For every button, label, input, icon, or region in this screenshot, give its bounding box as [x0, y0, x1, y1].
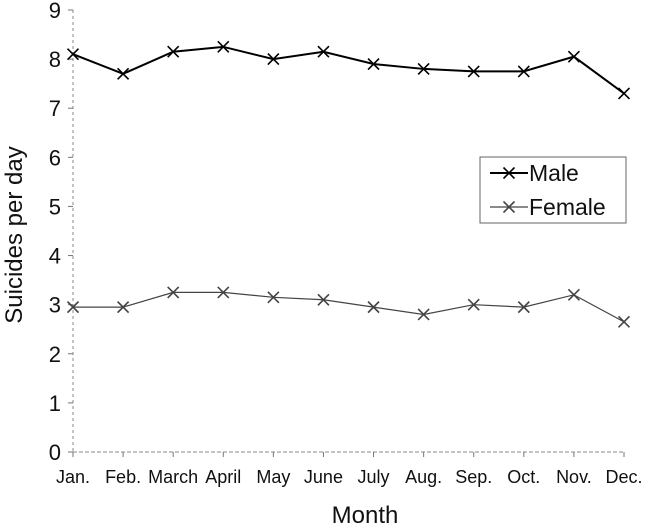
series-layer	[66, 40, 631, 328]
data-point-male	[66, 48, 80, 61]
data-point-female	[617, 315, 631, 328]
data-point-female	[267, 291, 280, 304]
data-point-female	[567, 288, 580, 301]
x-tick-label: Dec.	[605, 467, 642, 487]
x-tick-label: May	[256, 467, 290, 487]
x-tick-label: Oct.	[507, 467, 540, 487]
data-point-male	[467, 65, 480, 78]
y-tick-label: 9	[49, 0, 61, 23]
data-point-female	[517, 301, 530, 314]
y-tick-label: 0	[49, 440, 61, 465]
series-line-male	[72, 45, 625, 95]
data-point-female	[167, 286, 180, 299]
x-tick-label: Feb.	[105, 467, 141, 487]
data-point-male	[117, 67, 130, 80]
data-point-male	[517, 65, 530, 78]
y-tick-label: 6	[49, 145, 61, 170]
x-tick-label: June	[304, 467, 343, 487]
data-point-female	[117, 301, 130, 314]
data-point-male	[617, 87, 631, 100]
data-point-male	[167, 45, 180, 58]
x-tick-label: Nov.	[556, 467, 592, 487]
y-tick-label: 1	[49, 391, 61, 416]
data-point-male	[417, 62, 430, 75]
data-point-female	[467, 298, 480, 311]
data-point-female	[317, 293, 330, 306]
data-point-male	[367, 57, 380, 71]
data-point-male	[317, 45, 330, 58]
data-point-female	[367, 301, 380, 314]
legend-label: Female	[529, 194, 606, 220]
data-point-female	[417, 308, 430, 321]
y-tick-label: 5	[49, 194, 61, 219]
y-tick-label: 7	[49, 96, 61, 121]
data-point-male	[217, 40, 230, 53]
x-tick-label: March	[148, 467, 198, 487]
y-tick-label: 8	[49, 47, 61, 72]
y-tick-label: 4	[49, 244, 61, 269]
x-tick-label: Sep.	[455, 467, 492, 487]
x-tick-label: April	[205, 467, 241, 487]
series-line-female	[73, 291, 625, 323]
data-point-male	[567, 50, 580, 63]
y-axis-label: Suicides per day	[1, 146, 28, 323]
x-tick-label: Aug.	[405, 467, 442, 487]
y-tick-label: 2	[49, 342, 61, 367]
legend: Male Female	[479, 156, 627, 224]
y-tick-label: 3	[49, 293, 61, 318]
data-point-female	[217, 286, 230, 299]
x-tick-label: July	[358, 467, 390, 487]
data-point-male	[267, 53, 280, 66]
x-tick-label: Jan.	[56, 467, 90, 487]
axes: 0 1 2 3 4 5 6 7 8 9 Jan. Feb. March April May June July A…	[49, 0, 643, 487]
legend-marker	[502, 166, 516, 180]
x-axis-label: Month	[332, 502, 399, 529]
data-point-female	[66, 301, 80, 314]
legend-marker	[502, 200, 516, 214]
legend-label: Male	[529, 160, 579, 186]
